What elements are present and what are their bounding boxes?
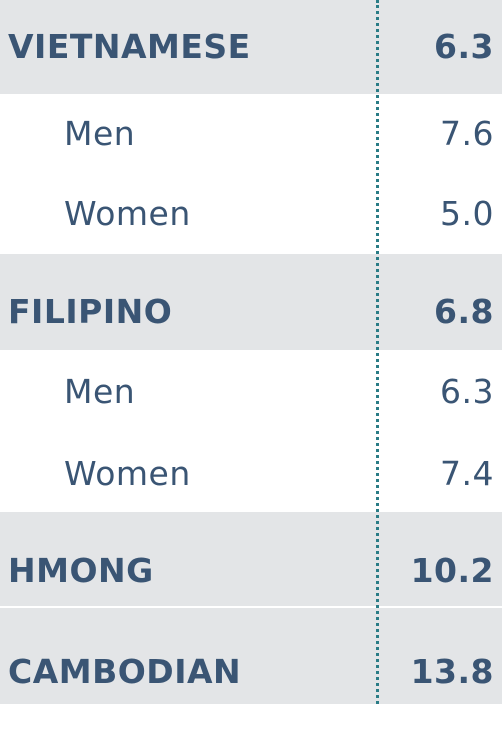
table-row-hmong: HMONG 10.2 [0,512,502,606]
row-label: HMONG [8,551,154,590]
row-value: 13.8 [410,652,494,691]
row-value: 6.3 [434,27,494,66]
table-row-cambodian: CAMBODIAN 13.8 [0,608,502,704]
row-value: 7.6 [440,114,494,153]
row-label: Women [64,454,191,493]
row-divider [0,606,502,608]
row-label: VIETNAMESE [8,27,251,66]
row-value: 5.0 [440,194,494,233]
table-row-filipino-men: Men 6.3 [0,350,502,432]
row-value: 6.8 [434,292,494,331]
row-value: 10.2 [410,551,494,590]
table-row-vietnamese: VIETNAMESE 6.3 [0,0,502,94]
row-label: Men [64,114,136,153]
table-row-vietnamese-men: Men 7.6 [0,94,502,174]
row-value: 6.3 [440,372,494,411]
table-row-filipino: FILIPINO 6.8 [0,254,502,350]
row-label: Women [64,194,191,233]
row-value: 7.4 [440,454,494,493]
row-label: Men [64,372,136,411]
row-label: CAMBODIAN [8,652,242,691]
column-separator [376,0,379,704]
row-label: FILIPINO [8,292,173,331]
table-row-filipino-women: Women 7.4 [0,432,502,512]
table-row-vietnamese-women: Women 5.0 [0,174,502,254]
statistics-table: VIETNAMESE 6.3 Men 7.6 Women 5.0 FILIPIN… [0,0,502,704]
